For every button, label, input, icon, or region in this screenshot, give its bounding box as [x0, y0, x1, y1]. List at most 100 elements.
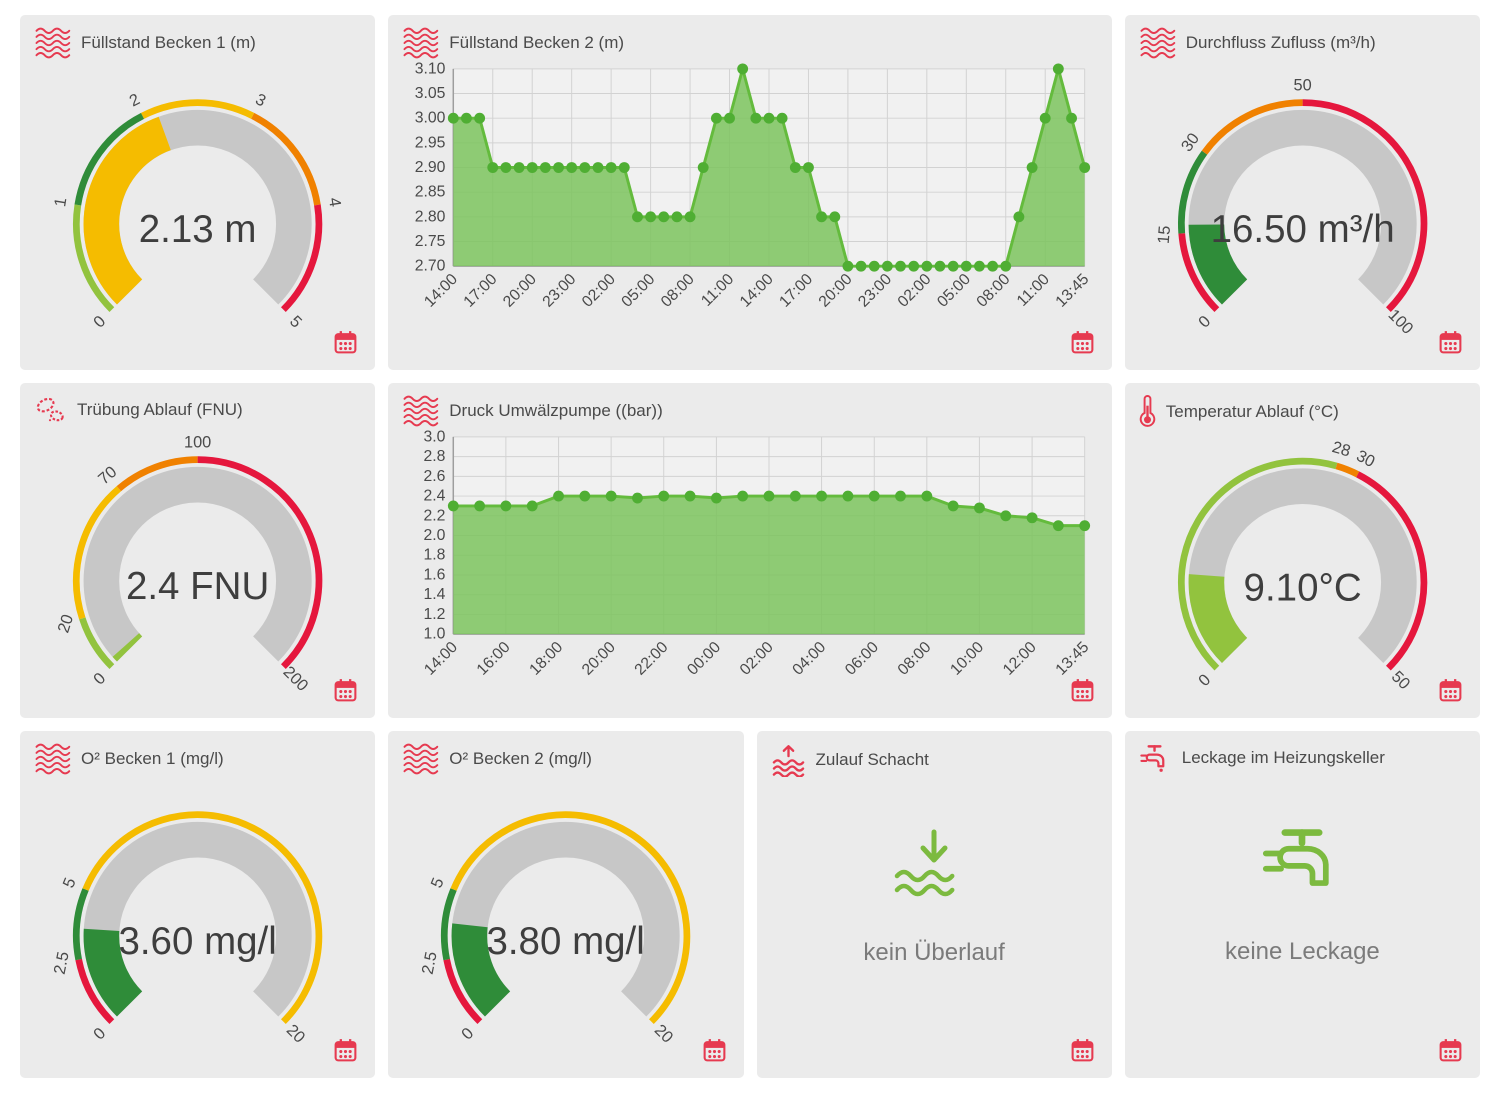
- svg-text:3.0: 3.0: [424, 428, 446, 445]
- svg-text:2.13 m: 2.13 m: [139, 208, 257, 251]
- svg-text:3.05: 3.05: [415, 85, 446, 102]
- svg-text:4: 4: [325, 196, 344, 208]
- svg-text:1.8: 1.8: [424, 547, 446, 564]
- card-title: Trübung Ablauf (FNU): [77, 400, 243, 419]
- card-title: Füllstand Becken 1 (m): [81, 33, 256, 52]
- waves-icon: [402, 27, 439, 59]
- svg-text:50: 50: [1388, 668, 1414, 694]
- gauge-o2-becken-1: 0 2.5 5 20 3.60 mg/l: [51, 811, 323, 1047]
- calendar-button[interactable]: [330, 327, 361, 358]
- svg-text:5: 5: [60, 875, 80, 890]
- faucet-icon: [1256, 824, 1348, 904]
- svg-text:3: 3: [252, 90, 268, 110]
- svg-text:16:00: 16:00: [474, 639, 514, 679]
- calendar-icon: [701, 1037, 728, 1064]
- calendar-button[interactable]: [1435, 675, 1466, 706]
- card-title: Füllstand Becken 2 (m): [449, 33, 625, 52]
- card-leckage-heizungskeller: Leckage im Heizungskeller keine Leckage: [1124, 731, 1480, 1078]
- svg-text:14:00: 14:00: [737, 271, 777, 311]
- svg-text:05:00: 05:00: [934, 271, 974, 311]
- svg-text:15: 15: [1154, 225, 1173, 245]
- svg-text:14:00: 14:00: [421, 271, 461, 311]
- svg-text:2.4 FNU: 2.4 FNU: [126, 565, 269, 608]
- svg-text:2.95: 2.95: [415, 134, 446, 151]
- svg-text:9.10°C: 9.10°C: [1243, 567, 1361, 610]
- card-durchfluss-zufluss: Durchfluss Zufluss (m³/h) 0 15 30 50 100 16.5…: [1124, 15, 1480, 370]
- calendar-button[interactable]: [1067, 1035, 1098, 1066]
- card-header: Füllstand Becken 1 (m): [34, 27, 361, 59]
- calendar-icon: [1437, 1037, 1464, 1064]
- svg-text:2.85: 2.85: [415, 184, 446, 201]
- svg-text:3.10: 3.10: [415, 60, 446, 77]
- svg-text:1.2: 1.2: [424, 606, 446, 623]
- svg-text:23:00: 23:00: [540, 271, 580, 311]
- svg-text:0: 0: [1195, 671, 1214, 690]
- calendar-icon: [1069, 677, 1096, 704]
- card-title: Durchfluss Zufluss (m³/h): [1185, 33, 1376, 52]
- svg-text:08:00: 08:00: [974, 271, 1014, 311]
- svg-text:5: 5: [286, 312, 305, 331]
- card-title: Zulauf Schacht: [815, 750, 929, 769]
- svg-text:0: 0: [90, 312, 109, 331]
- calendar-button[interactable]: [330, 1035, 361, 1066]
- gauge-temperatur-ablauf: 0 28 30 50 9.10°C: [1177, 438, 1427, 694]
- svg-text:5: 5: [428, 875, 448, 890]
- card-title: O² Becken 1 (mg/l): [81, 749, 224, 768]
- svg-text:20: 20: [54, 612, 77, 635]
- card-title: Druck Umwälzpumpe ((bar)): [449, 401, 663, 420]
- svg-text:2: 2: [127, 90, 143, 110]
- card-header: Temperatur Ablauf (°C): [1139, 395, 1466, 428]
- status-text: keine Leckage: [1224, 937, 1380, 965]
- svg-text:13:45: 13:45: [1053, 271, 1093, 311]
- svg-text:2.6: 2.6: [424, 468, 446, 485]
- svg-text:1.0: 1.0: [424, 626, 446, 643]
- svg-text:12:00: 12:00: [1000, 639, 1040, 679]
- svg-text:13:45: 13:45: [1053, 639, 1093, 679]
- waves-icon: [402, 743, 439, 775]
- svg-text:05:00: 05:00: [619, 271, 659, 311]
- svg-text:08:00: 08:00: [658, 271, 698, 311]
- svg-text:2.0: 2.0: [424, 527, 446, 544]
- svg-text:2.75: 2.75: [415, 233, 446, 250]
- svg-text:17:00: 17:00: [461, 271, 501, 311]
- svg-text:1.4: 1.4: [424, 586, 446, 603]
- status-body: keine Leckage: [1139, 773, 1466, 1066]
- card-header: O² Becken 2 (mg/l): [402, 743, 729, 775]
- status-text: kein Überlauf: [863, 938, 1005, 966]
- svg-text:02:00: 02:00: [579, 271, 619, 311]
- svg-text:30: 30: [1353, 447, 1377, 471]
- calendar-button[interactable]: [699, 1035, 730, 1066]
- chart-fuellstand-becken-2: 2.70 2.75 2.80 2.85 2.90 2.95 3.00 3.05 3.10 14:0…: [415, 60, 1093, 311]
- svg-text:3.80 mg/l: 3.80 mg/l: [487, 920, 645, 963]
- calendar-icon: [1069, 1037, 1096, 1064]
- svg-text:18:00: 18:00: [527, 639, 567, 679]
- svg-text:20:00: 20:00: [579, 639, 619, 679]
- svg-text:06:00: 06:00: [842, 639, 882, 679]
- waves-icon: [34, 743, 71, 775]
- svg-text:00:00: 00:00: [684, 639, 724, 679]
- svg-text:1.6: 1.6: [424, 566, 446, 583]
- calendar-button[interactable]: [1067, 675, 1098, 706]
- svg-text:2.2: 2.2: [424, 507, 446, 524]
- svg-text:28: 28: [1330, 438, 1353, 460]
- svg-text:04:00: 04:00: [790, 639, 830, 679]
- gauge-o2-becken-2: 0 2.5 5 20 3.80 mg/l: [419, 811, 691, 1047]
- card-header: O² Becken 1 (mg/l): [34, 743, 361, 775]
- card-fuellstand-becken-2: Füllstand Becken 2 (m) 2.70 2.75 2.80 2.85 2…: [388, 15, 1112, 370]
- calendar-button[interactable]: [1435, 1035, 1466, 1066]
- waves-icon: [402, 395, 439, 427]
- svg-text:0: 0: [90, 1024, 109, 1043]
- svg-text:20: 20: [283, 1021, 309, 1047]
- svg-text:1: 1: [51, 196, 70, 208]
- leaking-faucet-icon: [1139, 743, 1172, 773]
- calendar-button[interactable]: [330, 675, 361, 706]
- card-o2-becken-1: O² Becken 1 (mg/l) 0 2.5 5 20 3.60 mg/l: [20, 731, 376, 1078]
- calendar-button[interactable]: [1067, 327, 1098, 358]
- card-header: Durchfluss Zufluss (m³/h): [1139, 27, 1466, 59]
- calendar-button[interactable]: [1435, 327, 1466, 358]
- svg-text:3.60 mg/l: 3.60 mg/l: [118, 920, 276, 963]
- svg-text:0: 0: [1195, 312, 1214, 331]
- card-title: Temperatur Ablauf (°C): [1165, 401, 1339, 421]
